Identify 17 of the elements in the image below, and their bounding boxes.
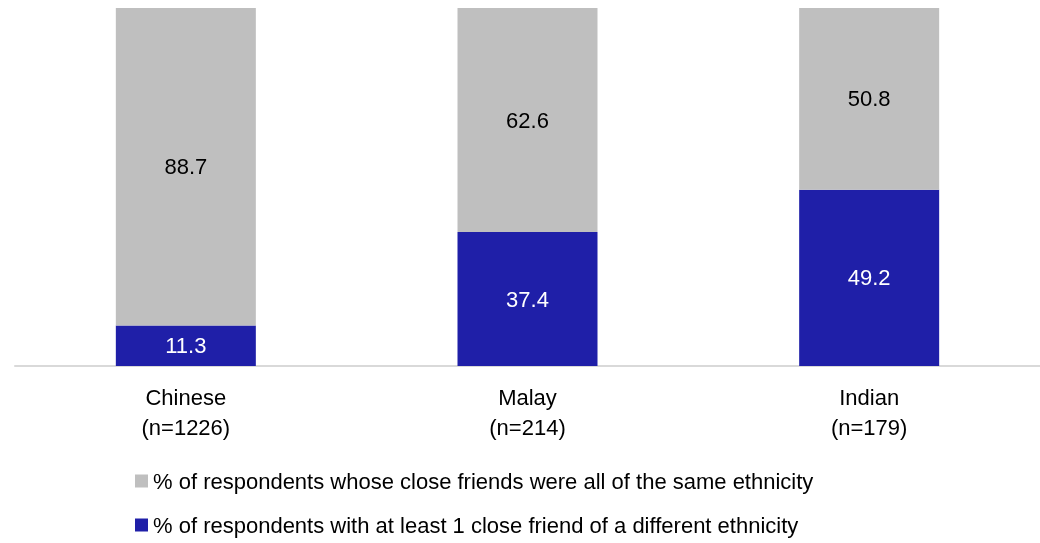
data-label: 49.2 (847, 265, 891, 291)
data-label: 62.6 (506, 107, 549, 133)
data-label: 37.4 (506, 286, 549, 312)
legend-label: % of respondents whose close friends were all of the same ethnicity (153, 468, 814, 494)
bar (799, 189, 940, 366)
data-label: 50.8 (847, 86, 891, 112)
data-label: 11.3 (165, 333, 207, 359)
legend-label: % of respondents with at least 1 close friend of a different ethnicity (153, 512, 799, 538)
bar (115, 8, 256, 326)
bar (457, 8, 598, 233)
bar (457, 232, 598, 366)
bar (115, 325, 256, 366)
x-tick-label: Indian (n=179) (830, 384, 908, 440)
data-label: 88.7 (164, 154, 208, 180)
x-tick-label: Chinese (n=1226) (141, 384, 231, 440)
bar (799, 8, 940, 190)
x-tick-label: Malay (n=214) (489, 384, 566, 440)
